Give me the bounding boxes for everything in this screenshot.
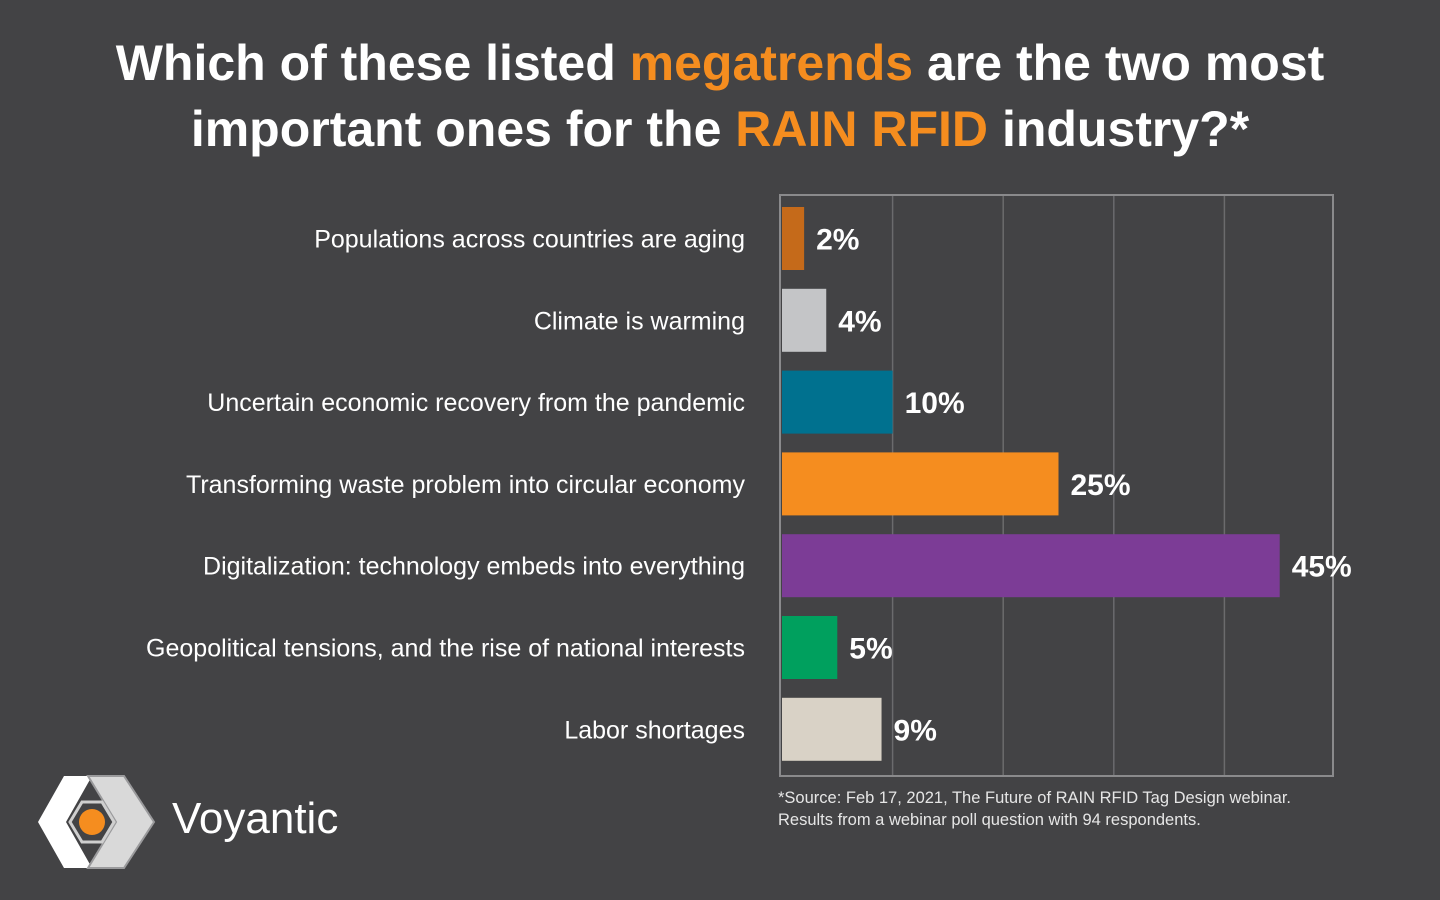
category-label: Geopolitical tensions, and the rise of n… (146, 635, 745, 663)
value-label: 9% (894, 714, 937, 747)
title-highlight: RAIN RFID (735, 101, 989, 157)
source-footnote: *Source: Feb 17, 2021, The Future of RAI… (778, 787, 1418, 831)
category-label: Climate is warming (534, 307, 745, 335)
logo-hexagon-outline (68, 800, 116, 844)
chart-title: Which of these listed megatrends are the… (0, 30, 1440, 162)
logo-orange-dot (79, 809, 105, 835)
bar (782, 452, 1059, 516)
value-label: 45% (1292, 551, 1352, 584)
chart-grid (779, 194, 1334, 777)
category-label: Uncertain economic recovery from the pan… (207, 389, 745, 417)
bar (782, 534, 1280, 598)
bar (782, 616, 838, 679)
value-label: 4% (838, 305, 881, 338)
category-label: Digitalization: technology embeds into e… (203, 553, 745, 581)
brand-name: Voyantic (172, 794, 339, 843)
title-text: Which of these listed (115, 35, 630, 91)
chart-category-labels: Populations across countries are aging Cl… (146, 226, 745, 745)
bar (782, 697, 882, 761)
footnote-line-2: Results from a webinar poll question wit… (778, 811, 1201, 829)
footnote-line-1: *Source: Feb 17, 2021, The Future of RAI… (778, 789, 1291, 807)
category-label: Transforming waste problem into circular… (186, 471, 746, 499)
chart-bars (782, 207, 1280, 761)
title-text: industry?* (988, 101, 1250, 157)
bar (782, 207, 805, 270)
bar (782, 288, 827, 352)
value-label: 2% (816, 224, 859, 257)
value-label: 5% (849, 633, 892, 666)
chart-value-labels: 2% 4% 10% 25% 45% 5% 9% (816, 224, 1352, 748)
value-label: 25% (1071, 469, 1131, 502)
logo-right-chevron (86, 775, 156, 869)
category-label: Labor shortages (564, 716, 745, 744)
bar (782, 370, 893, 434)
voyantic-logo-icon (38, 775, 156, 869)
title-highlight: megatrends (629, 35, 914, 91)
logo-left-chevron (38, 776, 92, 868)
value-label: 10% (905, 387, 965, 420)
title-text: are the two most important ones for the (190, 35, 1325, 157)
category-label: Populations across countries are aging (314, 226, 745, 254)
plot-frame (779, 194, 1334, 777)
